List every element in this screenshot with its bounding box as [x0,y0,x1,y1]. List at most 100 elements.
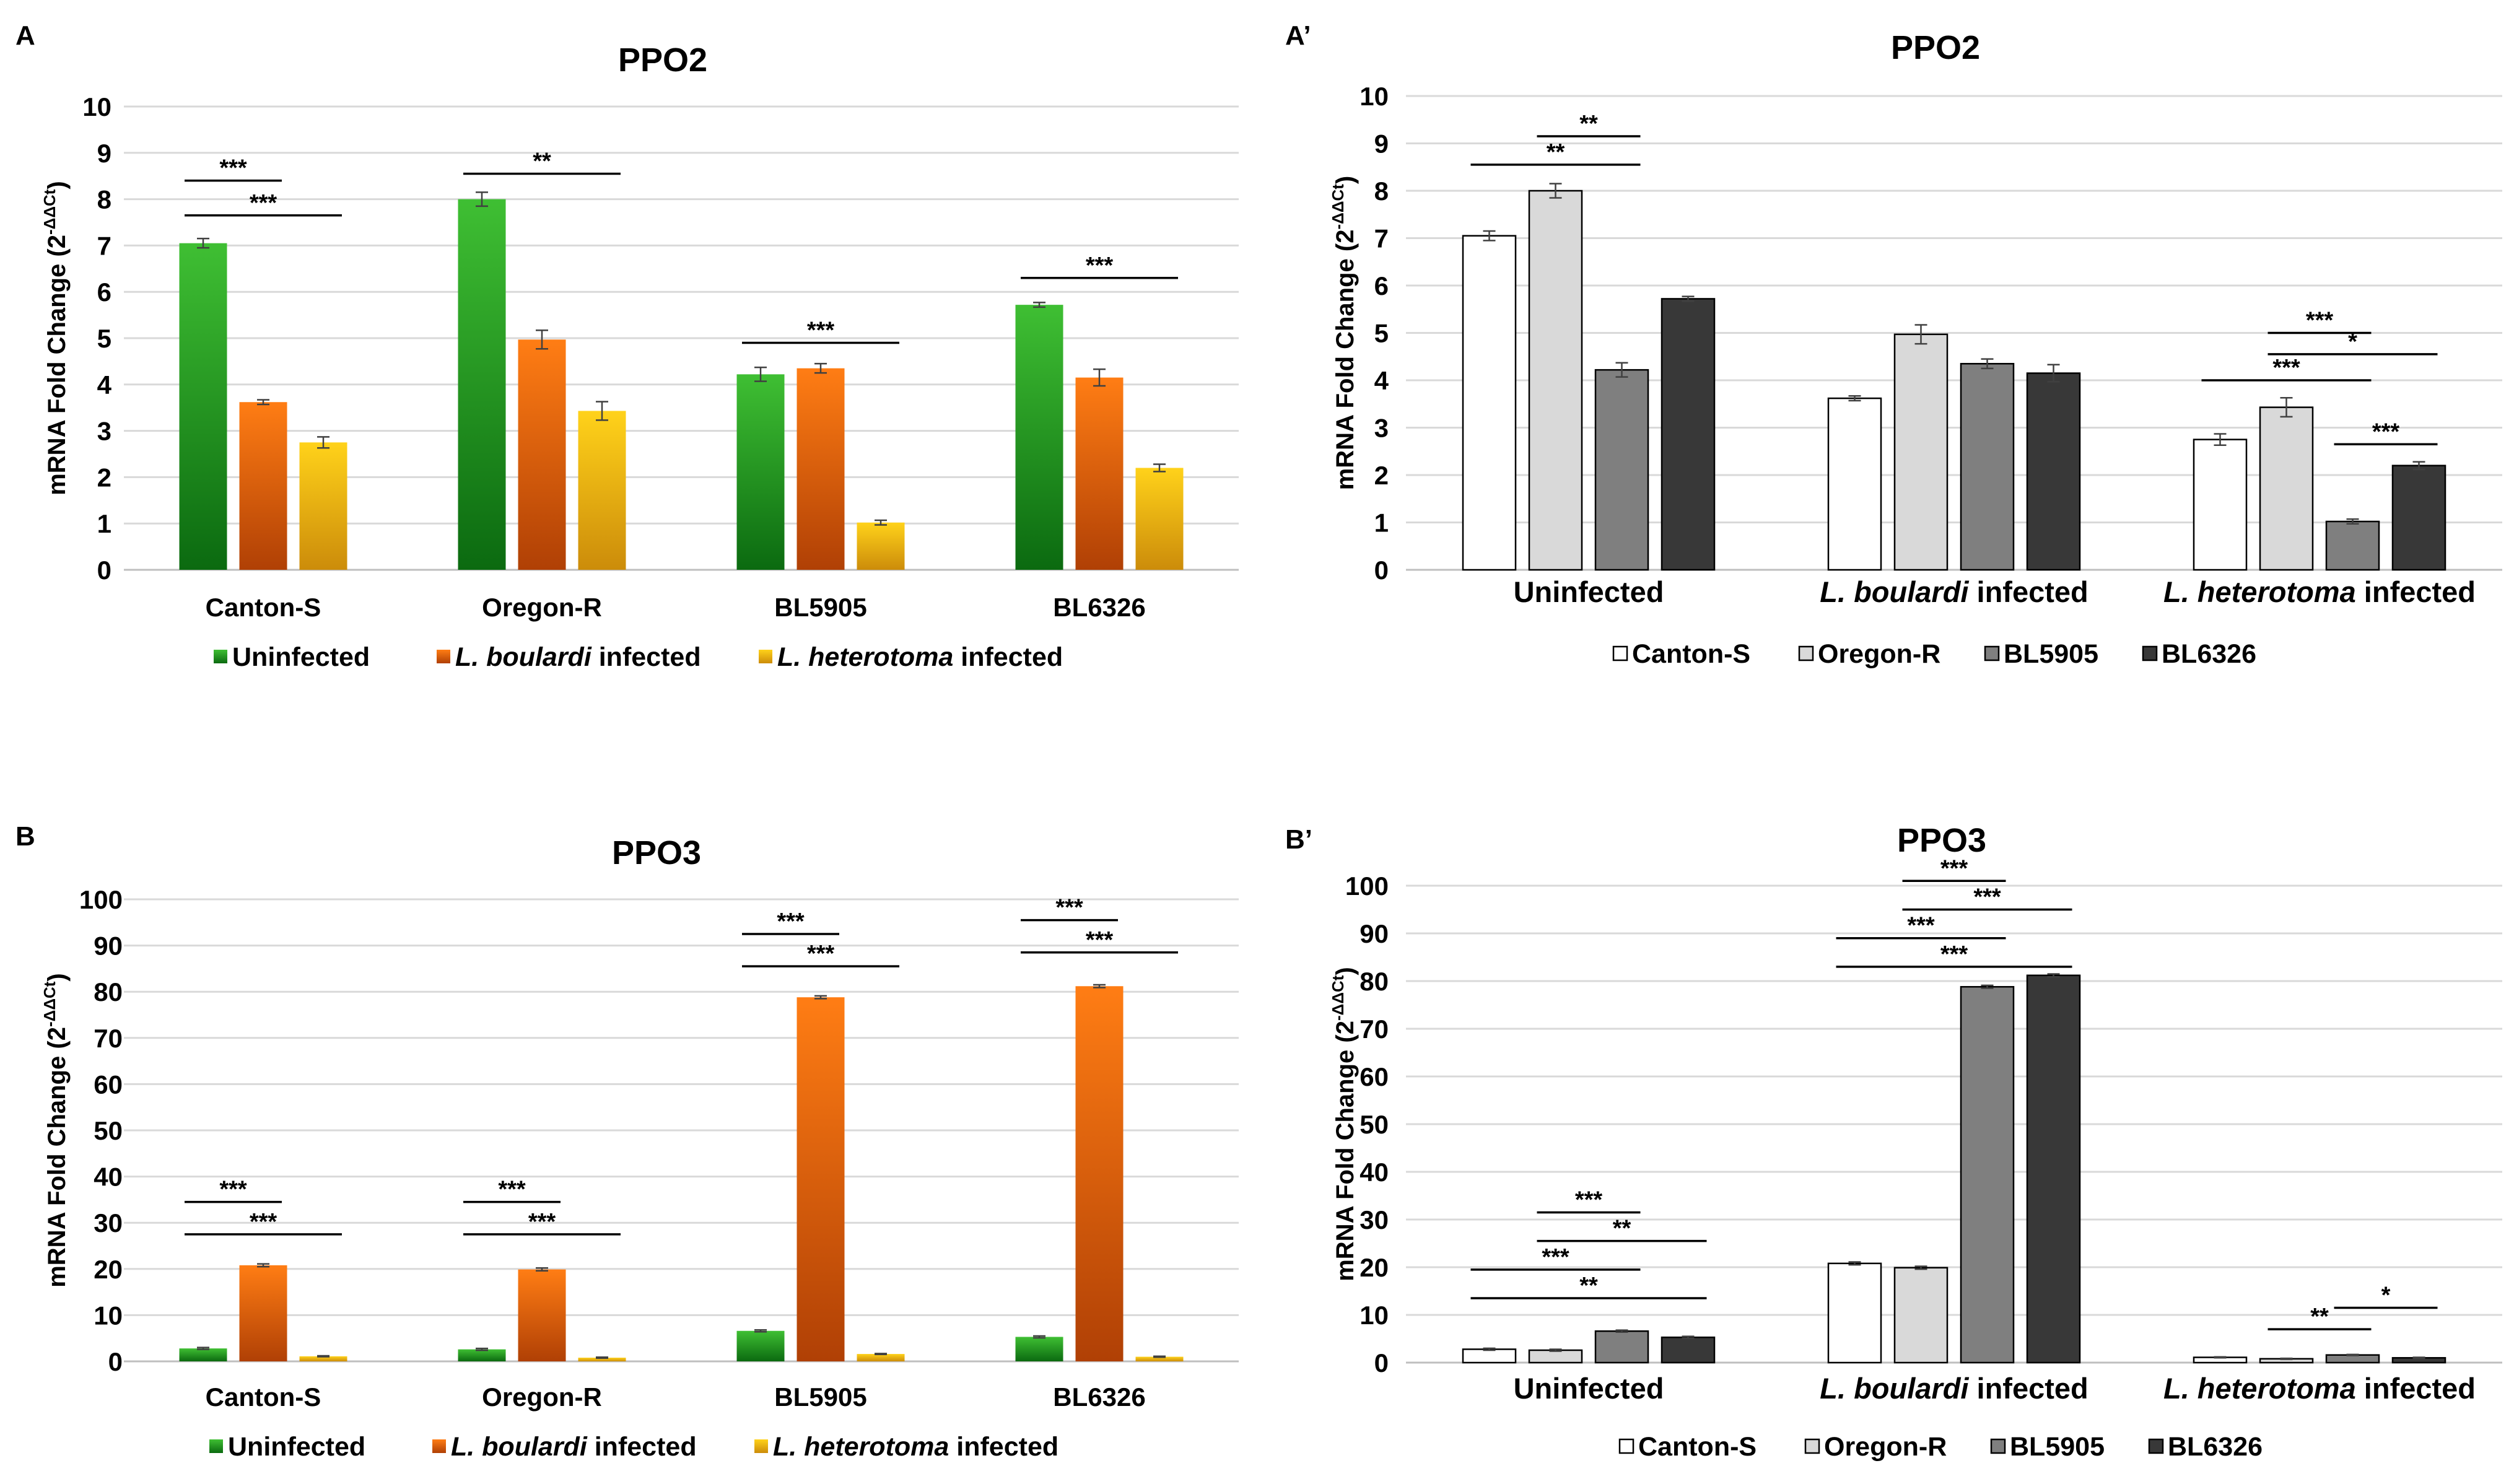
x-category-text: Uninfected [1514,575,1664,608]
significance-label: *** [1055,895,1083,921]
significance-label: *** [2272,355,2300,381]
x-category-text: BL5905 [774,593,866,622]
legend-entry-text: Canton-S [1638,1432,1757,1462]
bar-bl6326 [2391,465,2446,571]
panel-label: A [15,20,35,51]
bar-uninfected [458,1349,506,1361]
y-axis-label-close: ) [43,181,71,189]
y-tick-label: 60 [1360,1062,1389,1091]
y-tick-label: 0 [108,1347,123,1376]
x-category-label: Canton-S [206,593,321,622]
bar-l-boulardi-infected [1075,986,1124,1361]
y-tick-label: 6 [1374,271,1389,300]
chart-panel-A: A PPO2 0 1 2 3 4 5 6 7 8 9 10 mRNA Fold Change (2-ΔΔC… [15,20,1239,672]
significance-label: * [2348,329,2357,355]
bar-l-heterotoma-infected [299,442,347,570]
legend-entry-text: BL6326 [2162,639,2256,669]
legend-entry: BL6326 [2162,639,2256,669]
y-tick-label: 50 [1360,1110,1389,1139]
bar-canton-s [2193,439,2248,571]
y-tick-label: 70 [1360,1015,1389,1044]
legend-swatch [1984,645,2000,661]
x-category-text: Oregon-R [482,1382,602,1412]
bar-l-boulardi-infected [1075,377,1124,570]
legend-entry-italic: L. heterotoma [777,642,953,672]
x-category-label: Oregon-R [482,593,602,622]
y-axis-label-close: ) [1332,176,1359,184]
legend-entry: BL5905 [2004,639,2098,669]
x-category-text: infected [1968,575,2088,608]
legend-entry: L. boulardi infected [451,1432,697,1462]
bar-l-heterotoma-infected [1135,468,1184,570]
chart-title: PPO2 [618,41,707,79]
significance-label: ** [1579,111,1598,137]
bar-l-heterotoma-infected [578,1358,626,1361]
significance-label: *** [498,1177,526,1203]
bar-uninfected [179,1348,227,1361]
bar-bl6326 [2026,372,2081,571]
bar-bl5905 [2325,520,2380,571]
y-tick-label: 80 [1360,967,1389,996]
legend-entry: Canton-S [1638,1432,1757,1462]
y-tick-label: 5 [97,324,111,353]
chart-panel-A2: A’ PPO2 0 1 2 3 4 5 6 7 8 9 10 mRNA Fold Change (2-ΔΔ… [1285,20,2502,669]
significance-label: ** [2310,1304,2329,1330]
significance-label: *** [807,317,835,343]
legend-swatch [1618,1438,1635,1454]
x-category-text: Canton-S [206,1382,321,1412]
x-category-label: Uninfected [1514,1372,1664,1405]
y-tick-label: 20 [1360,1253,1389,1282]
x-category-label: BL6326 [1053,593,1145,622]
bar-uninfected [179,243,227,570]
x-category-text: Oregon-R [482,593,602,622]
y-tick-label: 3 [1374,414,1389,443]
significance-label: *** [2306,308,2334,334]
y-axis-label: mRNA Fold Change (2-ΔΔCt) [40,181,71,495]
bar-uninfected [736,1330,785,1361]
y-tick-label: 100 [1345,871,1389,901]
legend-swatch [437,650,450,663]
legend-swatch [214,650,227,663]
significance-label: *** [1940,855,1968,881]
x-category-italic: L. boulardi [1820,575,1969,608]
bar-l-heterotoma-infected [857,1354,905,1361]
legend-entry: Oregon-R [1818,639,1940,669]
legend-swatch [1990,1438,2006,1454]
y-tick-label: 50 [94,1116,123,1145]
y-axis-label-superscript: -ΔΔCt [40,981,59,1027]
legend-entry-text: infected [591,642,701,672]
legend-entry: BL6326 [2168,1432,2263,1462]
x-category-text: infected [2356,575,2476,608]
legend-entry: L. boulardi infected [455,642,701,672]
bar-bl5905 [1960,362,2015,571]
x-category-text: infected [2356,1372,2476,1405]
bar-oregon-r [2259,406,2314,571]
legend-entry: Uninfected [228,1432,365,1462]
y-tick-label: 2 [1374,461,1389,490]
legend-entry-text: Oregon-R [1824,1432,1947,1462]
y-tick-label: 90 [1360,919,1389,948]
legend-entry: L. heterotoma infected [777,642,1063,672]
y-axis-label-superscript: -ΔΔCt [1329,975,1347,1021]
chart-legend: Uninfected L. boulardi infected L. heterot… [209,1432,1058,1462]
bar-uninfected [1015,305,1063,570]
bar-oregon-r [1893,1267,1949,1364]
x-category-label: Oregon-R [482,1382,602,1412]
chart-title: PPO3 [612,834,701,871]
significance-label: *** [250,190,277,216]
y-tick-label: 9 [1374,129,1389,159]
x-category-text: BL5905 [774,1382,866,1412]
legend-swatch [432,1439,446,1453]
y-tick-label: 4 [1374,366,1389,395]
chart-panel-B: B PPO3 0 10 20 30 40 50 60 70 80 90 100 mRNA Fold Cha… [15,821,1239,1462]
y-tick-label: 90 [94,932,123,961]
y-tick-label: 9 [97,139,111,168]
y-tick-label: 30 [1360,1205,1389,1234]
bar-l-boulardi-infected [518,339,566,570]
y-tick-label: 80 [94,977,123,1006]
y-tick-label: 60 [94,1070,123,1099]
legend-entry-text: Canton-S [1632,639,1750,669]
bar-bl5905 [1594,369,1649,571]
chart-legend: Uninfected L. boulardi infected L. heterot… [214,642,1063,672]
